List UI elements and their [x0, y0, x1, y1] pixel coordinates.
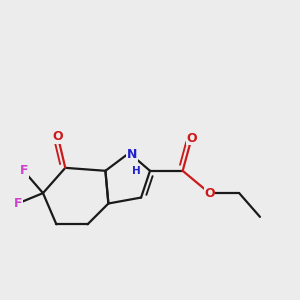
Text: O: O	[204, 187, 215, 200]
Text: F: F	[14, 197, 22, 210]
Text: H: H	[132, 166, 141, 176]
Text: O: O	[186, 132, 197, 145]
Text: N: N	[127, 148, 137, 161]
Text: O: O	[52, 130, 63, 143]
Text: F: F	[20, 164, 28, 177]
